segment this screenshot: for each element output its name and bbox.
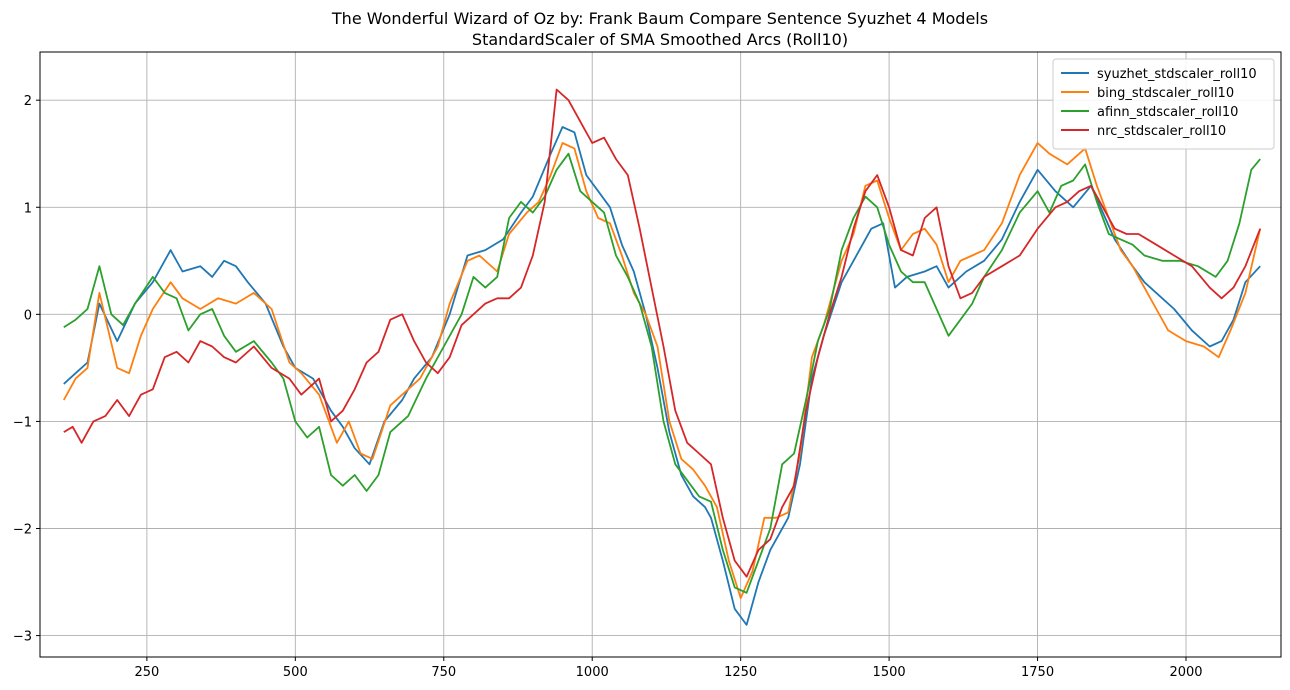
axis-ticks: 250 500 750 1000 1250 1500 1750 2000 −3 −2 −1 0 1 2 (13, 94, 1203, 680)
x-tick-label: 1250 (724, 665, 757, 680)
x-tick-label: 1000 (576, 665, 609, 680)
chart-subtitle: StandardScaler of SMA Smoothed Arcs (Rol… (472, 30, 848, 49)
y-tick-label: 1 (24, 201, 32, 216)
x-tick-label: 1750 (1021, 665, 1054, 680)
legend-label: nrc_stdscaler_roll10 (1097, 124, 1226, 139)
x-tick-label: 500 (283, 665, 308, 680)
legend-label: afinn_stdscaler_roll10 (1097, 105, 1238, 120)
series-line-nrc-stdscaler-roll10 (63, 88, 1262, 578)
legend-box (1052, 58, 1275, 150)
x-tick-label: 250 (134, 665, 159, 680)
legend: syuzhet_stdscaler_roll10 bing_stdscaler_r… (1052, 58, 1275, 150)
series-line-afinn-stdscaler-roll10 (63, 152, 1261, 594)
y-tick-label: −1 (13, 415, 32, 430)
grid-lines (40, 52, 1281, 657)
y-tick-label: −2 (13, 523, 32, 538)
y-tick-label: 0 (24, 308, 32, 323)
y-tick-label: 2 (24, 94, 32, 109)
x-tick-label: 750 (431, 665, 456, 680)
series-line-bing-stdscaler-roll10 (63, 142, 1262, 599)
series-lines (63, 88, 1262, 626)
plot-area-frame (39, 51, 1282, 658)
y-tick-label: −3 (13, 630, 32, 645)
legend-label: syuzhet_stdscaler_roll10 (1097, 67, 1257, 82)
legend-label: bing_stdscaler_roll10 (1097, 86, 1234, 101)
chart-title: The Wonderful Wizard of Oz by: Frank Bau… (331, 9, 988, 28)
x-tick-label: 2000 (1169, 665, 1202, 680)
x-tick-label: 1500 (873, 665, 906, 680)
